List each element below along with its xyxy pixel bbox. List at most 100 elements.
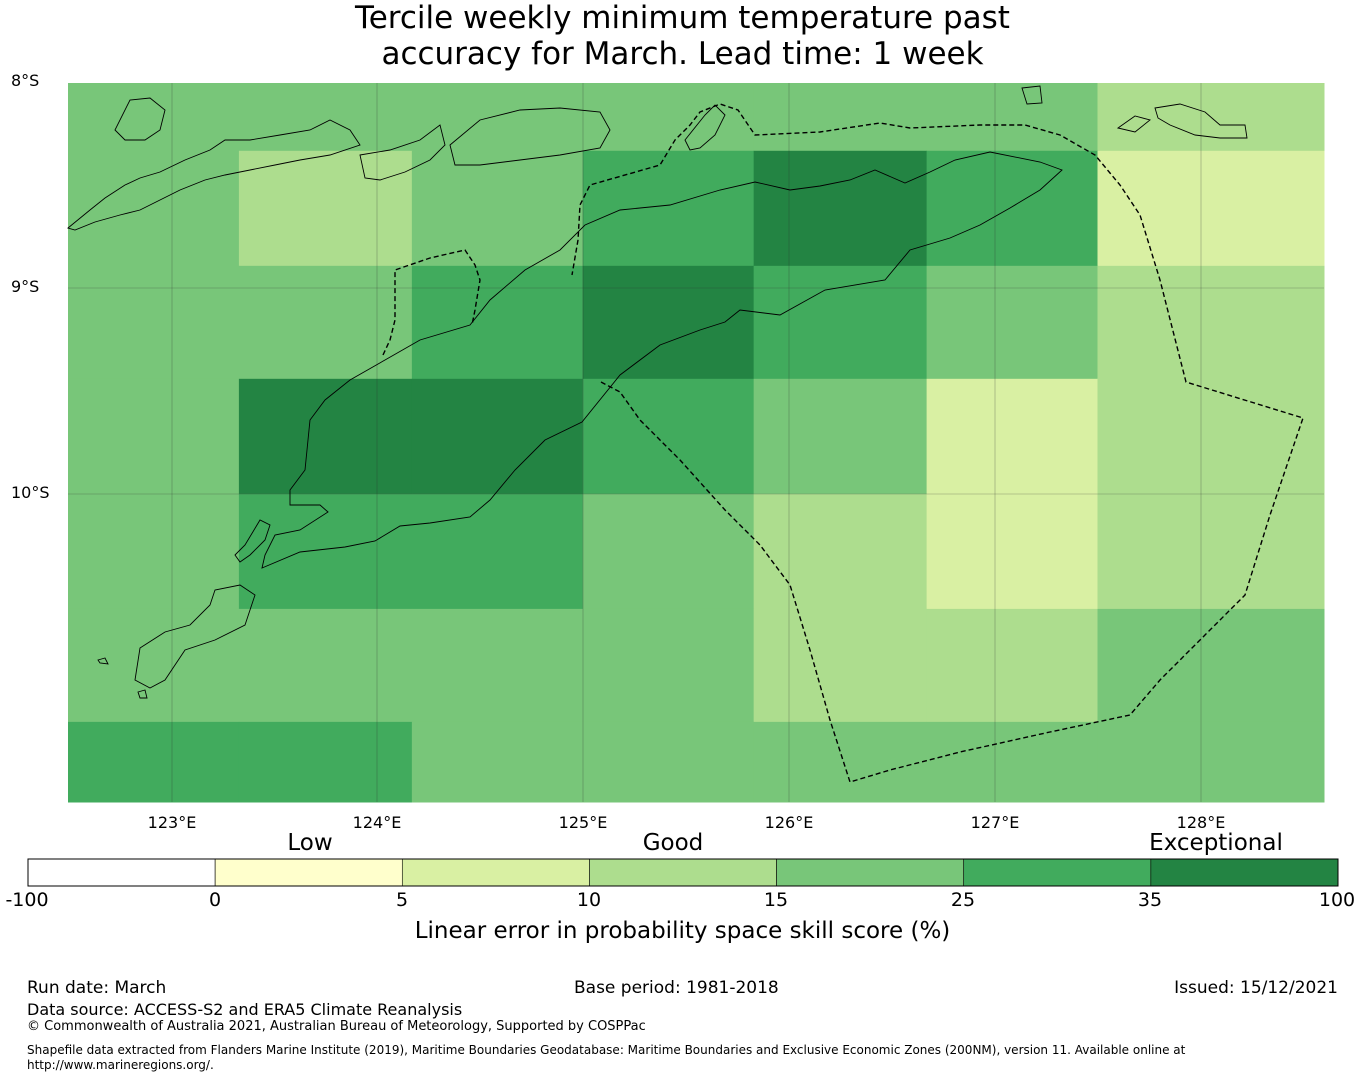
grid-cell [68,265,240,380]
flores-east-outline [67,119,361,231]
pantar-outline [359,124,446,181]
lon-label-124e: 124°E [352,813,402,832]
graticule [68,83,1324,802]
grid-cell [753,150,928,267]
timor-island-outline [261,151,1063,569]
grid-cell [238,150,413,267]
grid-cell [926,721,1099,803]
colorbar-swatch [963,858,1152,887]
grid-cell [68,608,240,723]
grid-cell [411,150,584,267]
grid-cell [68,493,240,610]
grid-cell [753,83,928,152]
grid-cell [1097,378,1325,495]
coastlines [67,85,1248,699]
grid-cell [68,150,240,267]
lon-label-126e: 126°E [764,813,814,832]
shapefile-credit-line-1: Shapefile data extracted from Flanders M… [27,1043,1186,1057]
grid-cell [753,493,928,610]
semau-island-outline [234,519,271,563]
skill-score-map [67,83,1325,803]
colorbar-swatch [214,858,403,887]
grid-cell [411,493,584,610]
colorbar-swatch [776,858,965,887]
colorbar-swatch [401,858,590,887]
grid-cell [926,378,1099,495]
colorbar-tick-4: 15 [763,889,789,911]
small-island-2 [137,689,148,699]
issued-date: Issued: 15/12/2021 [1174,978,1338,998]
grid-cell [238,83,413,152]
oecusse-eez-boundary [382,249,481,356]
colorbar-tick-6: 35 [1137,889,1163,911]
grid-cell [926,150,1099,267]
grid-cell [753,721,928,803]
category-exceptional: Exceptional [1149,830,1283,856]
grid-cell [238,721,413,803]
lon-label-123e: 123°E [147,813,197,832]
small-island-1 [97,657,109,665]
grid-cell [238,378,413,495]
grid-cell [411,721,584,803]
island-ne-3 [1154,103,1248,139]
grid-cell [753,608,928,723]
grid-cell [582,608,755,723]
grid-cell [1097,150,1325,267]
grid-cell [753,378,928,495]
colorbar-swatch [589,858,777,887]
colorbar-tick-3: 10 [576,889,602,911]
colorbar-swatch [27,858,216,887]
colorbar-tick-1: 0 [208,889,222,911]
colorbar-tick-7: 100 [1318,889,1356,911]
grid-cell [411,608,584,723]
colorbar-tick-5: 25 [950,889,976,911]
island-ne-1 [1021,85,1043,105]
colorbar-label: Linear error in probability space skill … [414,918,951,944]
colorbar-swatch [1150,858,1339,887]
grid-cell [582,150,755,267]
copyright-notice: © Commonwealth of Australia 2021, Austra… [27,1019,646,1034]
grid-cell [582,378,755,495]
grid-cell [582,493,755,610]
colorbar-tick-0: -100 [5,889,49,911]
lat-label-10s: 10°S [11,483,50,502]
grid-cell [1097,721,1325,803]
grid-cell [1097,493,1325,610]
maritime-boundaries [382,103,1304,783]
lon-label-128e: 128°E [1176,813,1226,832]
colorbar-tick-2: 5 [395,889,409,911]
shapefile-credit-line-2: http://www.marineregions.org/. [27,1058,214,1072]
grid-cell [582,265,755,380]
category-low: Low [287,830,333,856]
map-title-line-1: Tercile weekly minimum temperature past [355,0,1010,36]
grid-cell [68,721,240,803]
grid-cell [1097,608,1325,723]
grid-cell [411,265,584,380]
colorbar-frame [27,858,1339,887]
grid-cell [68,83,240,152]
lat-label-8s: 8°S [11,71,40,90]
lon-label-127e: 127°E [970,813,1020,832]
grid-cell [68,378,240,495]
grid-cell [238,608,413,723]
base-period: Base period: 1981-2018 [574,978,779,998]
grid-cell [926,265,1099,380]
map-title-line-2: accuracy for March. Lead time: 1 week [381,36,984,72]
lat-label-9s: 9°S [11,277,40,296]
grid-cell [1097,265,1325,380]
wetar-outline [684,104,726,151]
grid-cell [411,378,584,495]
grid-cell [411,83,584,152]
lomblen-outline [114,97,166,141]
grid-cell [926,493,1099,610]
grid-cell [238,493,413,610]
data-source: Data source: ACCESS-S2 and ERA5 Climate … [27,1000,463,1019]
lon-label-125e: 125°E [558,813,608,832]
island-ne-2 [1116,115,1151,133]
category-good: Good [642,830,704,856]
grid-cell [926,83,1099,152]
alor-outline [449,107,611,166]
roti-island-outline [134,584,256,689]
grid-cell [582,721,755,803]
timor-leste-eez-boundary [571,103,1304,783]
